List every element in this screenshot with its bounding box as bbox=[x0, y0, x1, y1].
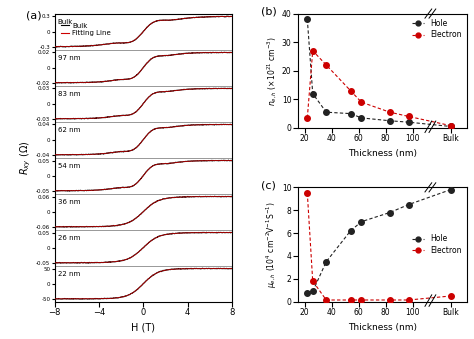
Text: 83 nm: 83 nm bbox=[58, 91, 80, 97]
Text: 62 nm: 62 nm bbox=[58, 127, 80, 133]
Y-axis label: $R_{xy}$ (Ω): $R_{xy}$ (Ω) bbox=[19, 140, 33, 175]
X-axis label: Thickness (nm): Thickness (nm) bbox=[348, 322, 417, 332]
Text: (b): (b) bbox=[261, 7, 276, 17]
Y-axis label: $n_{e,h}$ (×10$^{21}$ cm$^{-3}$): $n_{e,h}$ (×10$^{21}$ cm$^{-3}$) bbox=[265, 36, 279, 105]
Text: 26 nm: 26 nm bbox=[58, 235, 80, 241]
Text: 97 nm: 97 nm bbox=[58, 55, 80, 61]
Legend: Hole, Electron: Hole, Electron bbox=[411, 17, 463, 41]
Legend: Hole, Electron: Hole, Electron bbox=[411, 233, 463, 256]
Legend: Bulk, Fitting Line: Bulk, Fitting Line bbox=[60, 21, 112, 38]
Y-axis label: $\mu_{e,h}$ (10$^{4}$ cm$^{-2}$V$^{-1}$S$^{-1}$): $\mu_{e,h}$ (10$^{4}$ cm$^{-2}$V$^{-1}$S… bbox=[265, 201, 279, 288]
Text: (c): (c) bbox=[261, 180, 275, 191]
Text: Bulk: Bulk bbox=[58, 19, 73, 25]
X-axis label: Thickness (nm): Thickness (nm) bbox=[348, 149, 417, 158]
Text: 54 nm: 54 nm bbox=[58, 163, 80, 169]
Text: (a): (a) bbox=[26, 11, 42, 21]
Text: 22 nm: 22 nm bbox=[58, 271, 80, 277]
Text: 36 nm: 36 nm bbox=[58, 199, 80, 205]
X-axis label: H (T): H (T) bbox=[131, 322, 155, 333]
